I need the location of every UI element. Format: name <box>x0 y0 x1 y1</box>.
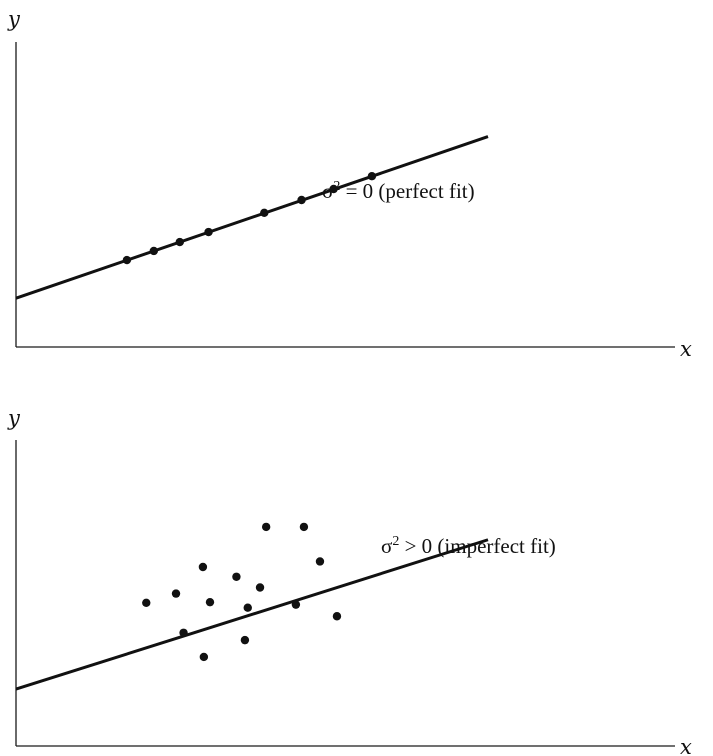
x-axis-label: x <box>680 735 692 756</box>
data-point <box>332 612 342 621</box>
data-point <box>291 600 301 609</box>
axes-imperfect-fit <box>15 440 675 747</box>
data-point <box>299 522 309 532</box>
data-point <box>255 583 265 592</box>
data-point <box>261 522 271 532</box>
annotation-superscript: 2 <box>392 534 399 549</box>
data-point <box>243 603 252 612</box>
annotation-imperfect-fit: σ2 > 0 (imperfect fit) <box>381 534 556 558</box>
data-point <box>260 208 269 217</box>
axes-perfect-fit <box>15 42 675 348</box>
x-axis-label: x <box>680 337 692 361</box>
data-point <box>329 184 338 194</box>
annotation-sigma: σ <box>322 179 333 203</box>
data-point <box>367 172 377 181</box>
data-point <box>198 562 208 572</box>
y-axis-label: y <box>7 7 21 31</box>
data-point <box>175 237 184 247</box>
annotation-rest: = 0 (perfect fit) <box>340 179 474 203</box>
data-point <box>142 598 151 607</box>
data-point <box>199 652 209 662</box>
data-point <box>149 246 159 256</box>
data-point <box>315 557 325 566</box>
annotation-rest: > 0 (imperfect fit) <box>399 534 555 558</box>
data-point <box>171 589 181 598</box>
y-axis-label: y <box>7 406 21 430</box>
data-points <box>142 522 342 662</box>
annotation-sigma: σ <box>381 534 392 558</box>
data-points <box>122 172 377 265</box>
data-point <box>204 227 213 237</box>
annotation-superscript: 2 <box>333 179 340 194</box>
data-point <box>122 255 132 265</box>
data-point <box>205 597 215 607</box>
data-point <box>240 635 250 645</box>
annotation-perfect-fit: σ2 = 0 (perfect fit) <box>322 179 475 203</box>
panel-perfect-fit: y x σ2 = 0 (perfect fit) <box>7 7 692 361</box>
fit-line <box>15 538 489 691</box>
fit-line <box>15 135 489 300</box>
data-point <box>297 195 306 205</box>
panel-imperfect-fit: y x σ2 > 0 (imperfect fit) <box>7 406 692 756</box>
data-point <box>232 572 241 581</box>
data-point <box>179 628 188 637</box>
